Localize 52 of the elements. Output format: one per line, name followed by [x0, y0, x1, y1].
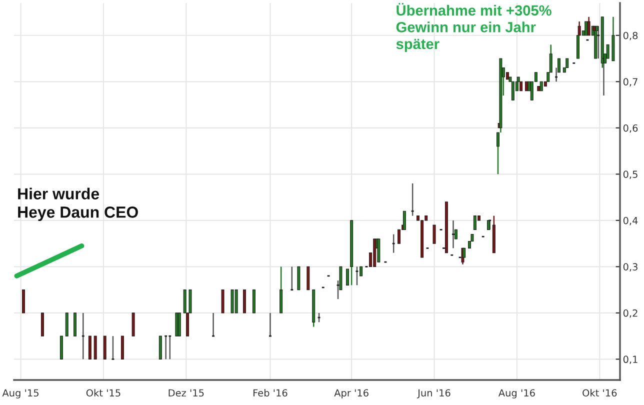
candlestick	[290, 266, 294, 290]
candlestick	[410, 182, 414, 216]
x-tick-label: Okt '16	[582, 389, 617, 397]
candlestick	[40, 312, 44, 337]
candlestick	[360, 266, 363, 277]
candlestick	[242, 289, 246, 314]
candlestick	[60, 335, 63, 360]
y-tick-label: 0,4	[623, 216, 638, 226]
y-tick-label: 0,8	[623, 32, 638, 40]
candlestick	[103, 335, 106, 360]
text: Übernahme mit +305% Gewinn nur ein Jahr später	[396, 3, 552, 52]
candlestick	[111, 335, 115, 360]
candlestick	[432, 224, 436, 244]
candlestick	[65, 312, 68, 337]
annotation: Hier wurde Heye Daun CEO	[18, 188, 138, 221]
candlestick	[587, 16, 590, 36]
candlestick	[252, 289, 256, 314]
candlestick	[178, 312, 181, 337]
candlestick	[158, 335, 162, 360]
candlestick	[306, 266, 310, 290]
y-tick-label: 0,1	[623, 356, 638, 364]
y-tick-label: 0,5	[623, 170, 638, 179]
candlestick	[524, 81, 528, 92]
candlestick	[473, 216, 476, 230]
candlestick	[280, 266, 283, 314]
candlestick	[230, 289, 234, 314]
x-tick-label: Apr '16	[334, 389, 368, 398]
x-tick-label: Aug '15	[2, 389, 38, 398]
candlestick	[132, 312, 135, 337]
candlestick	[339, 266, 342, 290]
y-tick-label: 0,7	[623, 78, 638, 86]
y-tick-label: 0,6	[623, 124, 638, 133]
candlestick	[94, 335, 97, 360]
y-tick-label: 0,2	[623, 309, 638, 318]
x-tick-label: Okt '15	[86, 389, 120, 397]
candlestick	[606, 44, 610, 60]
x-tick-label: Feb '16	[254, 389, 288, 397]
x-tick-label: Jun '16	[417, 389, 450, 398]
candlestick	[175, 312, 178, 337]
candlestick	[566, 58, 569, 68]
candlestick	[454, 229, 458, 240]
candlestick	[234, 289, 238, 314]
candlestick	[488, 220, 492, 230]
x-tick-label: Aug '16	[498, 389, 535, 398]
candlestick	[221, 289, 224, 314]
candlestick	[540, 81, 543, 92]
candlestick	[297, 266, 300, 290]
candlestick	[88, 335, 92, 360]
x-tick-label: Dez '15	[168, 389, 204, 397]
candlestick	[120, 335, 124, 360]
y-tick-label: 0,3	[623, 263, 638, 272]
candlestick	[496, 132, 500, 175]
